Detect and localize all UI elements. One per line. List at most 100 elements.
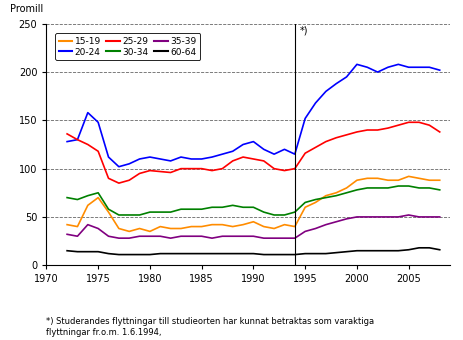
30-34: [209, 205, 214, 209]
15-19: [322, 194, 328, 198]
20-24: [312, 101, 318, 105]
Line: 20-24: 20-24: [67, 64, 439, 167]
30-34: [95, 191, 101, 195]
60-64: [188, 252, 194, 256]
30-34: [271, 213, 276, 217]
Text: *): *): [300, 26, 308, 36]
35-39: [302, 230, 307, 234]
15-19: [374, 176, 380, 180]
60-64: [394, 249, 400, 253]
25-29: [199, 167, 204, 171]
25-29: [302, 151, 307, 155]
15-19: [271, 226, 276, 231]
15-19: [147, 230, 152, 234]
25-29: [106, 176, 111, 180]
60-64: [415, 246, 421, 250]
15-19: [219, 223, 225, 227]
35-39: [168, 236, 173, 240]
60-64: [168, 252, 173, 256]
25-29: [415, 120, 421, 124]
30-34: [312, 198, 318, 202]
20-24: [425, 65, 431, 69]
60-64: [199, 252, 204, 256]
25-29: [333, 136, 338, 140]
30-34: [188, 207, 194, 211]
30-34: [240, 205, 245, 209]
25-29: [312, 146, 318, 150]
30-34: [415, 186, 421, 190]
25-29: [281, 169, 287, 173]
30-34: [85, 194, 90, 198]
15-19: [75, 224, 80, 228]
60-64: [147, 253, 152, 257]
60-64: [436, 248, 442, 252]
15-19: [353, 178, 359, 182]
30-34: [343, 191, 349, 195]
20-24: [353, 62, 359, 66]
60-64: [405, 248, 411, 252]
35-39: [384, 215, 390, 219]
25-29: [322, 139, 328, 143]
30-34: [178, 207, 183, 211]
35-39: [95, 226, 101, 231]
60-64: [240, 252, 245, 256]
Line: 15-19: 15-19: [67, 176, 439, 232]
30-34: [75, 198, 80, 202]
30-34: [436, 188, 442, 192]
15-19: [95, 195, 101, 200]
30-34: [260, 210, 266, 214]
60-64: [312, 252, 318, 256]
15-19: [137, 226, 142, 231]
25-29: [116, 181, 121, 185]
60-64: [260, 253, 266, 257]
60-64: [374, 249, 380, 253]
25-29: [260, 159, 266, 163]
15-19: [425, 178, 431, 182]
20-24: [106, 155, 111, 159]
15-19: [230, 224, 235, 228]
25-29: [240, 155, 245, 159]
25-29: [364, 128, 369, 132]
20-24: [250, 139, 256, 143]
35-39: [374, 215, 380, 219]
20-24: [64, 139, 70, 143]
35-39: [188, 234, 194, 238]
20-24: [281, 147, 287, 151]
30-34: [250, 205, 256, 209]
20-24: [209, 155, 214, 159]
60-64: [333, 251, 338, 255]
15-19: [436, 178, 442, 182]
30-34: [322, 195, 328, 200]
20-24: [230, 149, 235, 153]
20-24: [219, 152, 225, 156]
Legend: 15-19, 20-24, 25-29, 30-34, 35-39, 60-64: 15-19, 20-24, 25-29, 30-34, 35-39, 60-64: [55, 33, 200, 60]
25-29: [75, 138, 80, 142]
35-39: [230, 234, 235, 238]
60-64: [64, 249, 70, 253]
30-34: [353, 188, 359, 192]
25-29: [64, 132, 70, 136]
15-19: [384, 178, 390, 182]
20-24: [302, 116, 307, 120]
Line: 35-39: 35-39: [67, 215, 439, 238]
25-29: [394, 123, 400, 127]
20-24: [343, 75, 349, 79]
25-29: [291, 167, 297, 171]
15-19: [240, 223, 245, 227]
30-34: [405, 184, 411, 188]
35-39: [85, 223, 90, 227]
Line: 25-29: 25-29: [67, 122, 439, 183]
15-19: [126, 230, 131, 234]
20-24: [364, 65, 369, 69]
25-29: [219, 167, 225, 171]
60-64: [281, 253, 287, 257]
20-24: [333, 82, 338, 86]
15-19: [281, 223, 287, 227]
25-29: [209, 169, 214, 173]
35-39: [178, 234, 183, 238]
60-64: [384, 249, 390, 253]
30-34: [394, 184, 400, 188]
60-64: [209, 252, 214, 256]
60-64: [364, 249, 369, 253]
15-19: [405, 174, 411, 179]
